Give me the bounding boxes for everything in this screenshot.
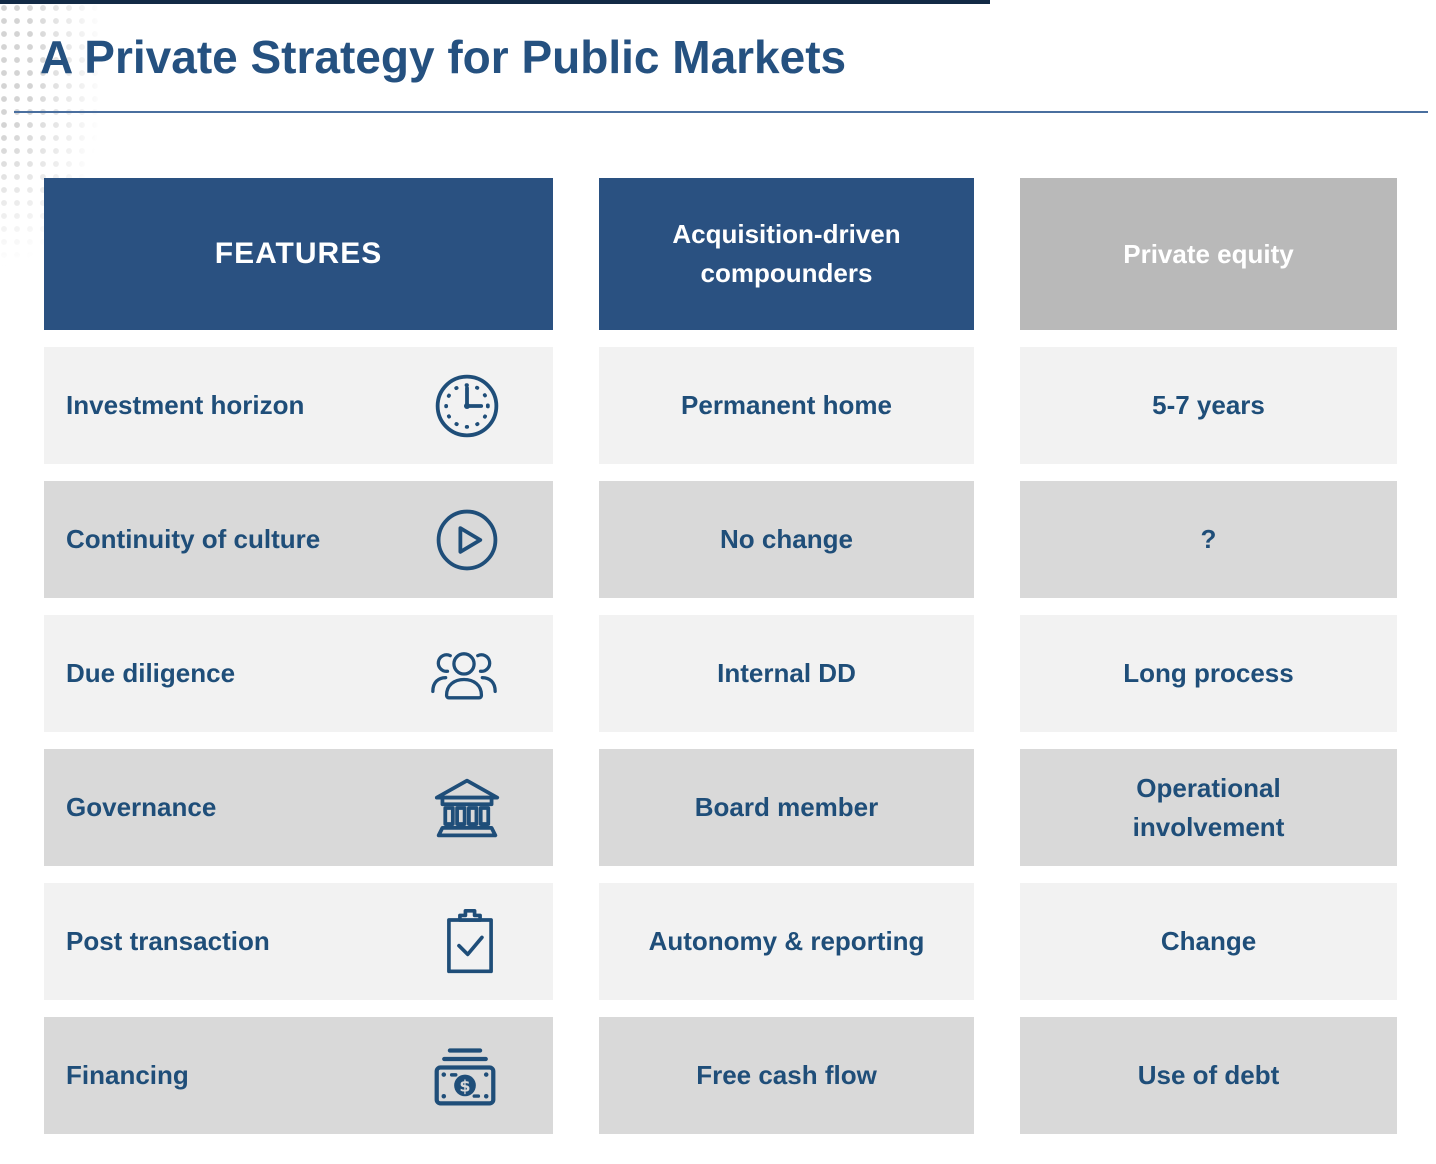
value-cell: Operational involvement (1020, 749, 1397, 866)
feature-label: Continuity of culture (66, 524, 321, 554)
column-header-label: Acquisition-driven compounders (672, 219, 901, 288)
feature-cell: Due diligence (44, 615, 553, 732)
people-icon (425, 641, 503, 707)
value-cell: 5-7 years (1020, 347, 1397, 464)
bank-icon (431, 774, 503, 842)
column-header-private-equity: Private equity (1020, 178, 1397, 330)
value-text: Operational involvement (1132, 772, 1285, 842)
column-header-compounders: Acquisition-driven compounders (599, 178, 974, 330)
feature-label: Due diligence (66, 658, 236, 688)
feature-label: Post transaction (66, 926, 270, 956)
value-cell: No change (599, 481, 974, 598)
feature-cell: Post transaction (44, 883, 553, 1000)
clock-icon (431, 370, 503, 442)
svg-text:$: $ (459, 1076, 470, 1095)
value-cell: ? (1020, 481, 1397, 598)
value-cell: Long process (1020, 615, 1397, 732)
value-cell: Permanent home (599, 347, 974, 464)
money-icon: $ (427, 1043, 503, 1109)
value-cell: Board member (599, 749, 974, 866)
comparison-table: FEATURES Acquisition-driven compounders … (44, 178, 1397, 1134)
title-underline (14, 111, 1428, 113)
feature-cell: Investment horizon (44, 347, 553, 464)
top-accent-bar (0, 0, 990, 4)
feature-cell: Continuity of culture (44, 481, 553, 598)
feature-label: Financing (66, 1060, 189, 1090)
play-icon (431, 504, 503, 576)
feature-label: Governance (66, 792, 217, 822)
value-cell: Internal DD (599, 615, 974, 732)
feature-cell: Financing $ (44, 1017, 553, 1134)
feature-label: Investment horizon (66, 390, 305, 420)
page-title: A Private Strategy for Public Markets (40, 31, 847, 83)
clipboard-check-icon (437, 906, 503, 978)
feature-cell: Governance (44, 749, 553, 866)
column-header-features: FEATURES (44, 178, 553, 330)
value-cell: Change (1020, 883, 1397, 1000)
value-cell: Free cash flow (599, 1017, 974, 1134)
value-cell: Autonomy & reporting (599, 883, 974, 1000)
value-cell: Use of debt (1020, 1017, 1397, 1134)
